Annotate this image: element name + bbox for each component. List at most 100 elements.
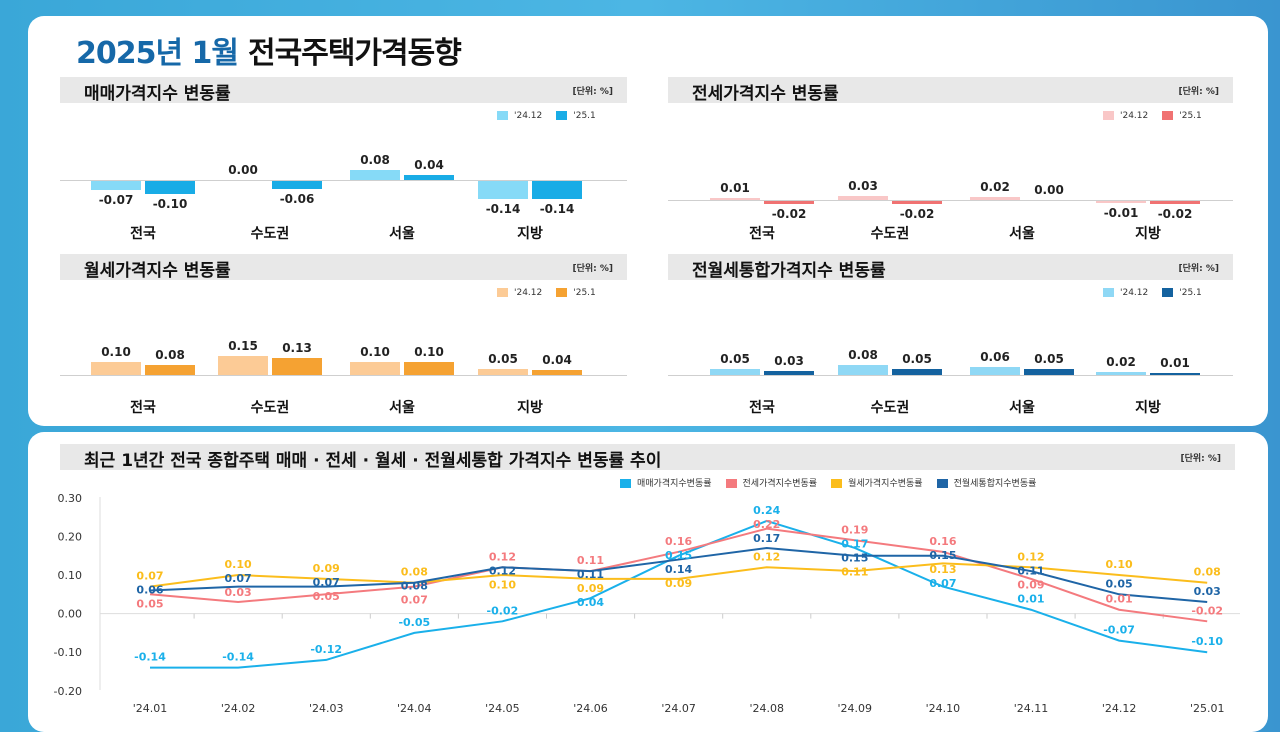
y-tick-label: 0.00 xyxy=(58,608,83,621)
x-tick-label: '24.04 xyxy=(397,702,432,715)
bar xyxy=(145,181,195,194)
legend-label: '24.12 xyxy=(1120,111,1149,121)
chart-legend: '24.12 '25.1 xyxy=(497,288,596,298)
value-label: 0.04 xyxy=(542,352,572,367)
value-label: 0.03 xyxy=(848,179,878,194)
unit-label: [단위: %] xyxy=(1178,87,1219,97)
data-label: -0.10 xyxy=(1191,635,1223,648)
value-label: 0.01 xyxy=(720,181,750,195)
data-label: 0.10 xyxy=(225,558,252,571)
x-tick-label: '24.12 xyxy=(1102,702,1137,715)
legend-swatch xyxy=(831,479,843,488)
value-label: 0.05 xyxy=(488,351,518,366)
bar xyxy=(1024,368,1074,375)
value-label: 0.10 xyxy=(360,345,390,359)
legend-label: '24.12 xyxy=(514,288,543,298)
legend-swatch xyxy=(1103,111,1114,120)
bar xyxy=(218,355,268,375)
zero-line xyxy=(668,200,1233,201)
data-label: 0.12 xyxy=(1017,550,1044,563)
category-label: 수도권 xyxy=(870,400,910,416)
legend-label: '25.1 xyxy=(1179,111,1202,121)
category-label: 수도권 xyxy=(250,226,290,242)
x-tick-label: '24.05 xyxy=(485,702,520,715)
data-label: 0.10 xyxy=(489,578,516,591)
bar xyxy=(970,197,1020,200)
chart-legend: '24.12 '25.1 xyxy=(497,111,596,121)
data-label: 0.07 xyxy=(401,594,428,607)
category-label: 수도권 xyxy=(250,400,290,416)
zero-line xyxy=(668,375,1233,376)
chart-title: 매매가격지수 변동률 xyxy=(84,84,231,104)
data-label: -0.05 xyxy=(398,616,430,629)
data-label: 0.24 xyxy=(753,504,780,517)
legend-label: '24.12 xyxy=(514,111,543,121)
bar xyxy=(404,174,454,180)
value-label: 0.10 xyxy=(414,345,444,359)
value-label: 0.08 xyxy=(848,347,878,362)
data-label: 0.14 xyxy=(665,563,692,576)
bar xyxy=(532,369,582,375)
bar xyxy=(710,368,760,375)
value-label: 0.06 xyxy=(980,350,1010,365)
bar xyxy=(1150,373,1200,375)
value-label: 0.10 xyxy=(101,345,131,359)
value-label: -0.06 xyxy=(279,191,315,206)
bar xyxy=(764,371,814,375)
bar xyxy=(838,196,888,200)
legend-item: '25.1 xyxy=(556,111,596,121)
category-label: 지방 xyxy=(1135,226,1161,242)
category-label: 전국 xyxy=(749,400,775,416)
data-label: 0.09 xyxy=(577,582,604,595)
value-label: -0.07 xyxy=(98,193,134,208)
data-label: 0.05 xyxy=(136,598,163,611)
value-label: 0.15 xyxy=(228,338,258,353)
data-label: 0.11 xyxy=(577,554,604,567)
category-label: 전국 xyxy=(130,226,156,242)
chart-header: 매매가격지수 변동률 [단위: %] xyxy=(60,77,627,104)
bar xyxy=(478,368,528,375)
value-label: 0.02 xyxy=(1106,355,1136,370)
x-tick-label: '24.08 xyxy=(749,702,784,715)
chart-title: 최근 1년간 전국 종합주택 매매 · 전세 · 월세 · 전월세통합 가격지수… xyxy=(84,451,662,471)
series-line xyxy=(150,519,1208,669)
legend-item: '24.12 xyxy=(1103,111,1148,121)
legend-swatch xyxy=(725,479,737,488)
data-label: 0.12 xyxy=(489,564,516,577)
data-label: 0.01 xyxy=(1106,593,1133,606)
legend-item: '24.12 xyxy=(1103,288,1148,298)
y-tick-label: 0.10 xyxy=(58,569,83,582)
value-label: 0.02 xyxy=(980,180,1010,195)
data-label: -0.02 xyxy=(1191,604,1223,617)
unit-label: [단위: %] xyxy=(572,87,613,97)
bar xyxy=(91,181,141,191)
value-label: 0.01 xyxy=(1160,356,1190,370)
bar xyxy=(272,181,322,189)
bar xyxy=(1096,372,1146,375)
data-label: 0.13 xyxy=(929,563,956,576)
chart-legend: '24.12 '25.1 xyxy=(1103,111,1202,121)
data-label: 0.05 xyxy=(1106,577,1133,590)
value-label: -0.02 xyxy=(771,206,807,221)
data-label: 0.01 xyxy=(1017,593,1044,606)
bar xyxy=(404,362,454,375)
value-label: 0.13 xyxy=(282,341,312,356)
data-label: 0.10 xyxy=(1106,558,1133,571)
legend-item: '24.12 xyxy=(497,111,542,121)
series-line xyxy=(149,527,1208,623)
category-label: 전국 xyxy=(749,226,775,242)
data-label: 0.06 xyxy=(136,584,163,597)
unit-label: [단위: %] xyxy=(572,264,613,274)
data-label: 0.15 xyxy=(841,551,868,564)
category-label: 지방 xyxy=(517,400,543,416)
data-label: 0.15 xyxy=(665,549,692,562)
bar xyxy=(350,169,400,180)
category-label: 수도권 xyxy=(870,226,910,242)
value-label: -0.01 xyxy=(1103,206,1139,220)
bar xyxy=(710,198,760,200)
legend-label: 월세가격지수변동률 xyxy=(848,479,923,489)
bar xyxy=(532,181,582,200)
category-label: 서울 xyxy=(1009,226,1035,242)
value-label: 0.03 xyxy=(774,354,804,369)
bar xyxy=(145,364,195,375)
